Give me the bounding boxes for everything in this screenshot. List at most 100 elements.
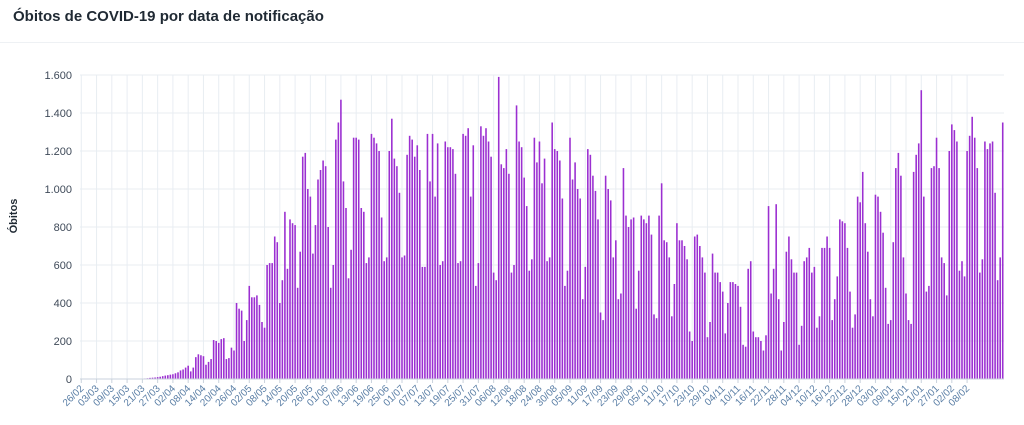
bar[interactable] [655,318,658,379]
bar[interactable] [434,196,436,379]
bar[interactable] [882,232,884,379]
bar[interactable] [559,160,561,380]
bar[interactable] [732,282,734,379]
bar[interactable] [823,247,826,379]
bar[interactable] [716,272,719,379]
bar[interactable] [518,141,520,380]
bar[interactable] [243,341,245,379]
bar[interactable] [551,122,553,380]
bar[interactable] [469,196,472,379]
bar[interactable] [892,242,895,379]
bar[interactable] [426,133,429,379]
bar[interactable] [564,285,566,379]
bar[interactable] [757,337,760,379]
bar[interactable] [719,282,721,379]
bar[interactable] [737,285,739,379]
bar[interactable] [923,196,925,379]
bar[interactable] [742,344,744,379]
bar[interactable] [342,181,345,379]
bar[interactable] [734,284,737,379]
bar[interactable] [447,147,449,379]
bar[interactable] [597,219,599,379]
bar[interactable] [851,327,854,379]
bar[interactable] [233,350,235,380]
bar[interactable] [457,263,459,379]
bar[interactable] [368,257,370,379]
bar[interactable] [747,268,749,379]
bar[interactable] [419,170,421,379]
bar[interactable] [556,151,559,379]
bar[interactable] [574,162,576,379]
bar[interactable] [332,265,335,379]
bar[interactable] [459,261,462,379]
bar[interactable] [709,322,711,379]
bar[interactable] [940,257,943,379]
bar[interactable] [508,173,510,379]
bar[interactable] [640,215,643,379]
bar[interactable] [805,257,808,379]
bar[interactable] [378,151,380,379]
bar[interactable] [948,151,951,379]
bar[interactable] [184,367,187,379]
bar[interactable] [482,135,485,379]
bar[interactable] [986,149,989,379]
bar[interactable] [663,240,665,379]
bar[interactable] [693,236,696,380]
bar[interactable] [755,337,757,379]
bar[interactable] [905,293,907,380]
bar[interactable] [225,359,228,379]
bar[interactable] [513,265,515,379]
bar[interactable] [686,259,688,379]
bar[interactable] [739,306,742,379]
bar[interactable] [607,189,609,379]
bar[interactable] [156,377,159,379]
bar[interactable] [322,160,324,380]
bar[interactable] [854,314,856,379]
bar[interactable] [182,369,184,380]
bar[interactable] [897,152,900,379]
bar[interactable] [612,257,615,379]
bar[interactable] [327,227,329,379]
bar[interactable] [933,166,935,379]
bar[interactable] [505,149,508,379]
bar[interactable] [164,375,167,379]
bar[interactable] [653,314,655,379]
bar[interactable] [454,173,457,379]
bar[interactable] [536,162,538,379]
bar[interactable] [622,168,625,379]
bar[interactable] [151,377,154,379]
bar[interactable] [174,373,177,379]
bar[interactable] [887,323,889,379]
bar[interactable] [800,325,803,379]
bar[interactable] [294,225,296,379]
bar[interactable] [408,135,411,379]
bar[interactable] [643,219,645,379]
bar[interactable] [961,261,963,379]
bar[interactable] [874,194,877,379]
bar[interactable] [383,261,385,379]
bar[interactable] [793,272,795,379]
bar[interactable] [844,223,846,379]
bar[interactable] [319,170,322,379]
bar[interactable] [879,211,882,379]
bar[interactable] [210,359,212,379]
bar[interactable] [370,133,373,379]
bar[interactable] [195,357,197,379]
bar[interactable] [398,192,401,379]
bar[interactable] [235,303,238,379]
bar[interactable] [154,377,156,379]
bar[interactable] [673,284,676,379]
bar[interactable] [938,168,940,379]
bar[interactable] [253,297,256,379]
bar[interactable] [490,156,492,379]
bar[interactable] [780,350,783,380]
bar[interactable] [928,285,930,379]
bar[interactable] [869,299,872,379]
bar[interactable] [452,149,454,379]
bar[interactable] [917,143,920,379]
bar[interactable] [966,151,968,379]
bar[interactable] [207,361,210,379]
bar[interactable] [276,242,279,379]
bar[interactable] [472,145,475,379]
bar[interactable] [889,320,892,379]
